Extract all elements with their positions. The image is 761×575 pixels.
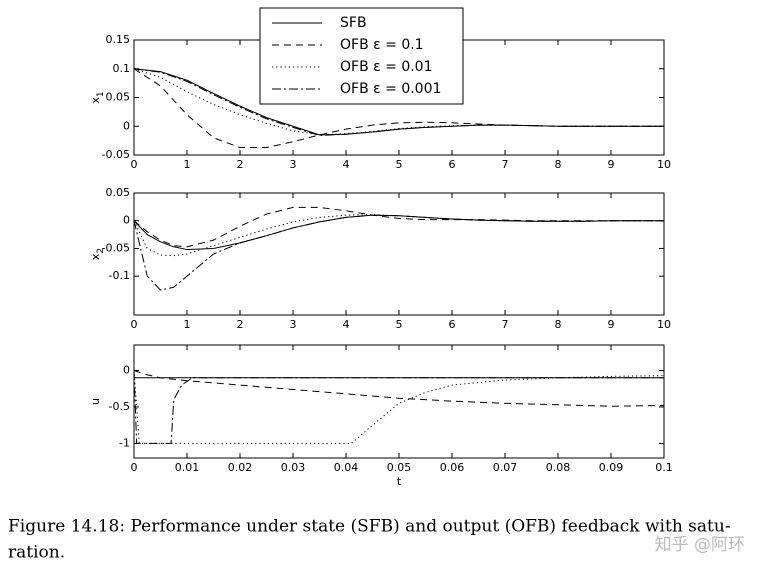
x-tick-label: 5 — [396, 318, 403, 331]
watermark: 知乎 @阿环 — [655, 535, 745, 555]
x-axis-label: t — [397, 475, 402, 488]
x-tick-label: 2 — [237, 318, 244, 331]
y-axis-label-text: x — [89, 97, 102, 104]
x-tick-label: 5 — [396, 158, 403, 171]
y-axis-label-subscript: 1 — [96, 91, 106, 97]
y-tick-label: 0 — [123, 364, 130, 377]
y-axis-label-text: x — [89, 253, 102, 260]
series-line — [133, 206, 664, 248]
y-axis-label: x1 — [89, 91, 106, 103]
legend-label: OFB ε = 0.01 — [340, 59, 433, 75]
x-tick-label: 0.05 — [387, 461, 412, 474]
x-tick-label: 10 — [657, 158, 671, 171]
x-tick-label: 0.08 — [546, 461, 571, 474]
y-tick-label: 0 — [123, 119, 130, 132]
y-axis-label: x2 — [89, 248, 106, 260]
legend-label: OFB ε = 0.001 — [340, 81, 441, 97]
y-tick-label: -0.05 — [102, 148, 130, 161]
x-tick-label: 6 — [449, 158, 456, 171]
x-tick-label: 0 — [131, 318, 138, 331]
legend-label: OFB ε = 0.1 — [340, 37, 424, 53]
y-tick-label: 0.1 — [113, 62, 131, 75]
x-tick-label: 1 — [184, 158, 191, 171]
x-tick-label: 0.07 — [493, 461, 518, 474]
series-line — [133, 214, 664, 291]
series-line — [133, 214, 664, 257]
y-tick-label: -0.1 — [109, 269, 130, 282]
x-tick-label: 4 — [343, 158, 350, 171]
series-line — [133, 370, 664, 444]
x-tick-label: 9 — [608, 158, 615, 171]
series-line — [133, 370, 665, 444]
x-tick-label: 0.1 — [655, 461, 673, 474]
series-line — [133, 214, 664, 251]
y-axis-label: u — [89, 398, 102, 405]
y-axis-label-subscript: 2 — [96, 248, 106, 254]
x-tick-label: 8 — [555, 158, 562, 171]
legend-box — [259, 7, 464, 105]
legend-label: SFB — [340, 15, 367, 31]
series-line — [133, 68, 664, 136]
x-tick-label: 0.03 — [281, 461, 306, 474]
y-tick-label: 0.15 — [106, 33, 131, 46]
plot-frame — [133, 344, 665, 459]
x-tick-label: 0 — [131, 461, 138, 474]
y-tick-label: 0 — [123, 214, 130, 227]
x-tick-label: 3 — [290, 318, 297, 331]
y-tick-label: 0.05 — [106, 91, 131, 104]
x-tick-label: 2 — [237, 158, 244, 171]
y-tick-label: -0.05 — [102, 241, 130, 254]
x-tick-label: 3 — [290, 158, 297, 171]
caption-line: ration. — [8, 543, 65, 563]
y-tick-label: -0.5 — [109, 400, 130, 413]
x-tick-label: 4 — [343, 318, 350, 331]
x-tick-label: 10 — [657, 318, 671, 331]
x-tick-label: 0.09 — [599, 461, 624, 474]
x-tick-label: 6 — [449, 318, 456, 331]
y-axis-label-text: u — [89, 398, 102, 405]
caption-line: Figure 14.18: Performance under state (S… — [8, 517, 731, 537]
x-tick-label: 7 — [502, 158, 509, 171]
x-tick-label: 0.06 — [440, 461, 465, 474]
y-tick-label: 0.05 — [106, 186, 131, 199]
series-line — [133, 370, 665, 407]
x-tick-label: 9 — [608, 318, 615, 331]
x-tick-label: 0 — [131, 158, 138, 171]
x-tick-label: 0.02 — [228, 461, 253, 474]
y-tick-label: -1 — [119, 436, 130, 449]
x-tick-label: 1 — [184, 318, 191, 331]
x-tick-label: 7 — [502, 318, 509, 331]
x-tick-label: 0.04 — [334, 461, 359, 474]
x-tick-label: 8 — [555, 318, 562, 331]
x-tick-label: 0.01 — [175, 461, 200, 474]
